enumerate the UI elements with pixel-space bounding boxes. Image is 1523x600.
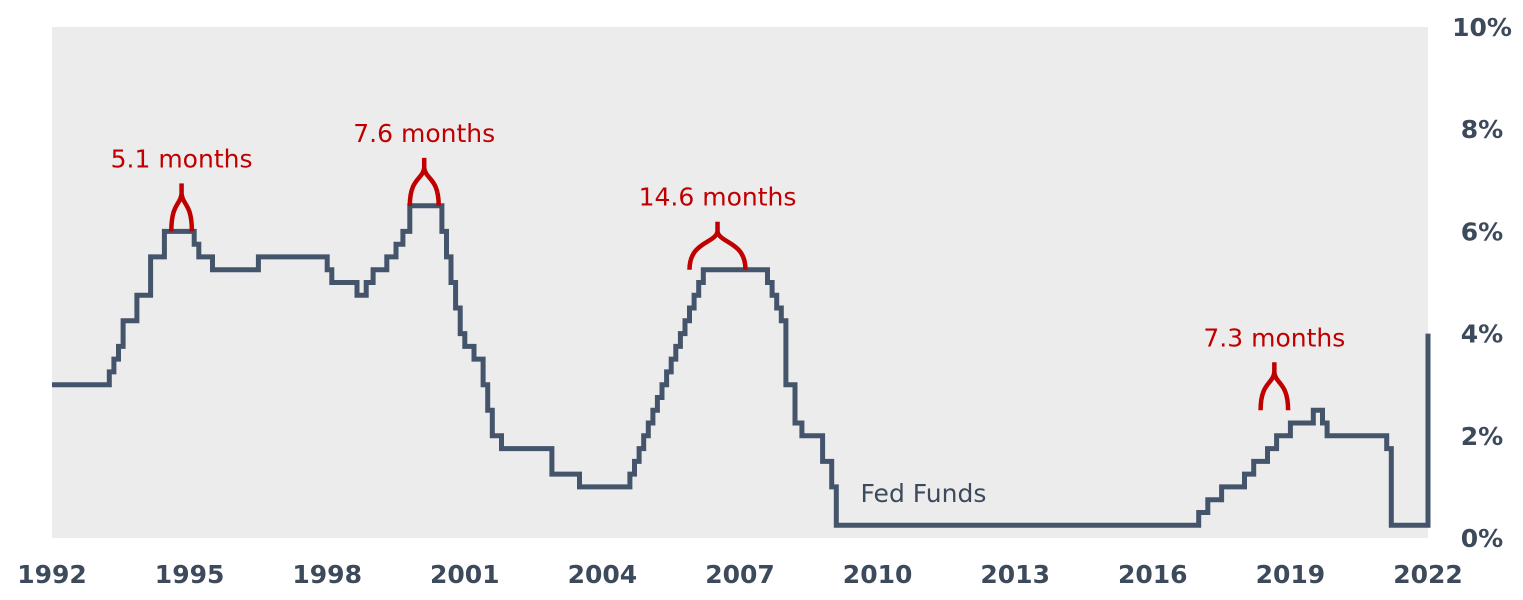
x-tick-label: 1992 [17, 560, 87, 589]
annotation-label: 7.3 months [1203, 323, 1345, 352]
series-line-fed-funds [52, 203, 1431, 528]
y-tick-label: 10% [1452, 13, 1512, 42]
y-tick-label: 8% [1461, 115, 1503, 144]
y-tick-label: 6% [1461, 217, 1503, 246]
x-tick-label: 1995 [155, 560, 225, 589]
x-tick-label: 2001 [430, 560, 500, 589]
x-tick-label: 2019 [1256, 560, 1326, 589]
y-axis-ticks: 0% 2% 4% 6% 8% 10% [1452, 13, 1512, 553]
x-tick-label: 2013 [980, 560, 1050, 589]
x-tick-label: 2010 [843, 560, 913, 589]
annotation-label: 5.1 months [111, 144, 253, 173]
x-tick-label: 1998 [292, 560, 362, 589]
series-label: Fed Funds [861, 479, 987, 508]
annotation-label: 7.6 months [353, 119, 495, 148]
series-layer: Fed Funds [52, 203, 1431, 528]
x-axis-ticks: 1992 1995 1998 2001 2004 2007 2010 2013 2016 2019… [17, 560, 1463, 589]
annotation-label: 14.6 months [639, 183, 797, 212]
y-tick-label: 4% [1461, 320, 1503, 349]
y-tick-label: 2% [1461, 422, 1503, 451]
plot-background [52, 27, 1428, 538]
x-tick-label: 2007 [705, 560, 775, 589]
x-tick-label: 2022 [1393, 560, 1463, 589]
x-tick-label: 2016 [1118, 560, 1188, 589]
annotations-layer: 5.1 months 7.6 months 14.6 months 7.3 month… [111, 119, 1345, 411]
annotation-brace [1258, 371, 1291, 411]
x-tick-label: 2004 [568, 560, 638, 589]
y-tick-label: 0% [1461, 524, 1503, 553]
